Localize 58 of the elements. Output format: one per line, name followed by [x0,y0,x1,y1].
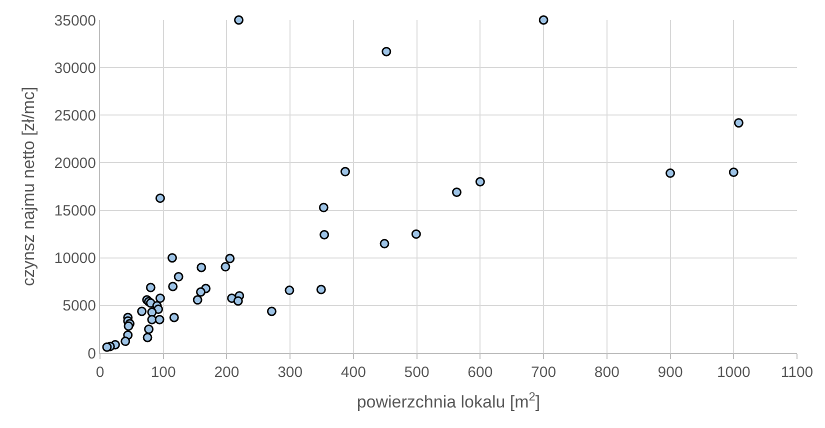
point [155,293,165,303]
point [380,238,390,248]
y-tick-label: 5000 [62,298,96,315]
point [475,176,485,186]
point [102,342,112,352]
point [142,332,152,342]
point [167,253,177,263]
point [234,15,244,25]
point [316,284,326,294]
y-tick-label: 30000 [54,60,96,77]
point [174,272,184,282]
point [734,118,744,128]
point [666,168,676,178]
point [266,306,276,316]
y-axis-title: czynsz najmu netto [zł/mc] [18,86,38,286]
x-tick-label: 300 [278,364,303,381]
point [137,306,147,316]
point [155,193,165,203]
point [233,296,243,306]
x-axis-title: powierzchnia lokalu [m$^{2}$] [356,389,540,412]
x-tick-label: 700 [531,364,556,381]
point [146,282,156,292]
y-tick-label: 0 [88,345,96,362]
point [124,321,134,331]
point [538,15,548,25]
point [318,202,328,212]
point [225,254,235,264]
point [196,262,206,272]
point [196,287,206,297]
point [154,314,164,324]
point [382,46,392,56]
y-tick-label: 20000 [54,154,96,172]
point [320,230,330,240]
y-tick-label: 25000 [54,107,96,124]
x-tick-label: 1000 [716,364,750,381]
y-tick-label: 15000 [54,202,96,220]
x-tick-label: 800 [594,364,620,381]
point [144,324,154,334]
y-tick-label: 35000 [54,12,96,30]
x-tick-label: 200 [214,364,240,381]
x-tick-label: 500 [404,364,430,381]
point [168,282,178,292]
point [220,262,230,272]
point [192,295,202,305]
point [169,312,179,322]
point [411,229,421,239]
point [728,167,738,177]
point [452,187,462,197]
point [340,166,350,176]
x-tick-label: 600 [468,364,493,381]
x-tick-label: 900 [658,364,683,381]
point [147,314,157,324]
y-tick-label: 10000 [54,250,96,268]
x-tick-label: 100 [150,364,176,381]
x-tick-label: 1100 [780,364,814,381]
x-tick-label: 400 [340,364,366,381]
point [284,286,294,296]
point [120,336,130,346]
